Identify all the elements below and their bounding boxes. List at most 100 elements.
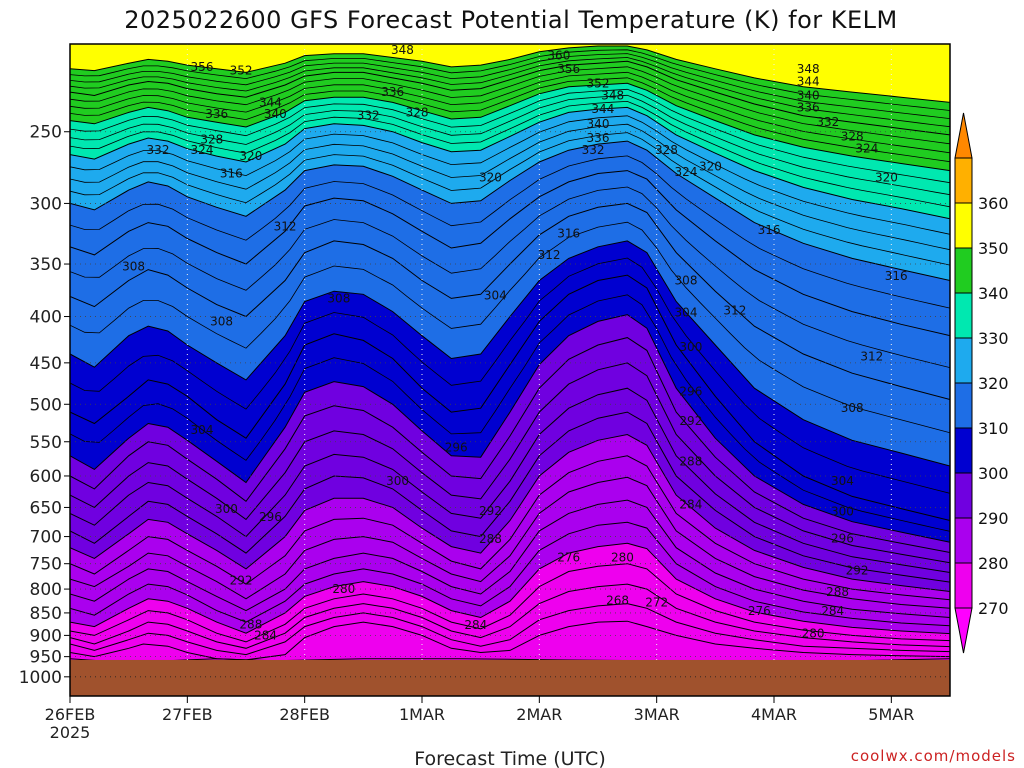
contour-label: 324 (191, 143, 214, 157)
colorbar-label: 290 (978, 509, 1009, 528)
y-tick-label: 250 (30, 123, 62, 143)
contour-line (70, 66, 950, 145)
contour-label: 308 (122, 259, 145, 273)
grid-lines (70, 44, 950, 696)
contour-label: 336 (381, 85, 404, 99)
contour-line (70, 202, 950, 400)
contour-label: 352 (587, 76, 610, 90)
contour-label: 292 (679, 414, 702, 428)
contour-line (70, 337, 950, 553)
contour-label: 344 (797, 74, 820, 88)
contour-label: 280 (802, 627, 825, 641)
y-tick-label: 550 (30, 433, 62, 453)
colorbar-top-arrow (954, 112, 973, 159)
contour-label: 316 (220, 166, 243, 180)
contour-line (70, 411, 950, 583)
contour-label: 284 (254, 628, 277, 642)
contour-label: 272 (645, 596, 668, 610)
y-tick-label: 500 (30, 395, 62, 415)
contour-line (70, 77, 950, 163)
contour-label: 284 (464, 618, 487, 632)
contour-label: 308 (210, 314, 233, 328)
contour-line (70, 257, 950, 494)
y-tick-label: 950 (30, 648, 62, 668)
contour-label: 332 (357, 109, 380, 123)
colorbar-label: 310 (978, 419, 1009, 438)
contour-line (70, 583, 950, 649)
x-tick-label: 1MAR (399, 705, 445, 724)
y-tick-label: 850 (30, 604, 62, 624)
contour-label: 288 (826, 585, 849, 599)
contour-label: 356 (557, 62, 580, 76)
contour-line (70, 521, 950, 627)
contour-line (70, 274, 950, 521)
y-axis: 2503003504004505005506006507007508008509… (19, 123, 70, 688)
contour-label: 300 (215, 502, 238, 516)
contour-line (70, 60, 950, 136)
contour-label: 340 (264, 107, 287, 121)
contour-label: 356 (191, 60, 214, 74)
contour-line (70, 115, 950, 235)
contour-label: 340 (587, 117, 610, 131)
contour-line (70, 240, 950, 467)
contour-line (70, 88, 950, 184)
contour-label: 332 (582, 143, 605, 157)
contour-label: 360 (547, 49, 570, 63)
contour-label: 308 (675, 274, 698, 288)
colorbar-label: 330 (978, 329, 1009, 348)
contour-label: 296 (679, 384, 702, 398)
contour-line (70, 106, 950, 220)
contour-label: 304 (191, 423, 214, 437)
contour-label: 324 (675, 165, 698, 179)
contour-label: 340 (797, 89, 820, 103)
y-tick-label: 600 (30, 467, 62, 487)
contour-line (70, 71, 950, 154)
contour-label: 316 (758, 223, 781, 237)
colorbar-label: 270 (978, 599, 1009, 618)
plot-frame (69, 43, 951, 697)
band-fill (70, 44, 950, 103)
contour-line (70, 82, 950, 172)
contour-label: 332 (816, 115, 839, 129)
contour-label: 312 (723, 304, 746, 318)
contour-line (70, 49, 950, 111)
colorbar-label: 300 (978, 464, 1009, 483)
x-tick-label: 4MAR (751, 705, 797, 724)
contour-label: 276 (748, 604, 771, 618)
y-tick-label: 900 (30, 626, 62, 646)
contour-label: 304 (484, 288, 507, 302)
colorbar-bottom-arrow (954, 607, 973, 654)
contour-label: 296 (445, 440, 468, 454)
colorbar-segment (954, 202, 973, 249)
contour-label: 300 (831, 505, 854, 519)
contour-label: 332 (147, 143, 170, 157)
contour-label: 320 (479, 171, 502, 185)
x-tick-label: 3MAR (634, 705, 680, 724)
contour-label: 312 (860, 350, 883, 364)
contour-line (70, 170, 950, 337)
contour-label: 328 (841, 129, 864, 143)
y-tick-label: 300 (30, 194, 62, 214)
y-tick-label: 650 (30, 498, 62, 518)
credit-text: coolwx.com/models (851, 747, 1016, 765)
contour-label: 348 (391, 43, 414, 57)
contour-line (70, 140, 950, 281)
contour-line (70, 476, 950, 609)
contour-label: 280 (332, 582, 355, 596)
contour-line (70, 294, 950, 532)
colorbar-label: 360 (978, 194, 1009, 213)
chart-title: 2025022600 GFS Forecast Potential Temper… (124, 6, 897, 34)
contour-label: 300 (386, 474, 409, 488)
colorbar-label: 280 (978, 554, 1009, 573)
x-tick-label: 2MAR (516, 705, 562, 724)
y-tick-label: 700 (30, 528, 62, 548)
contour-label: 320 (875, 171, 898, 185)
contour-label: 284 (679, 497, 702, 511)
contour-label: 292 (846, 563, 869, 577)
x-tick-label: 27FEB (162, 705, 213, 724)
contour-label: 336 (205, 107, 228, 121)
colorbar-segment (954, 247, 973, 294)
contour-line (70, 94, 950, 196)
colorbar-label: 320 (978, 374, 1009, 393)
